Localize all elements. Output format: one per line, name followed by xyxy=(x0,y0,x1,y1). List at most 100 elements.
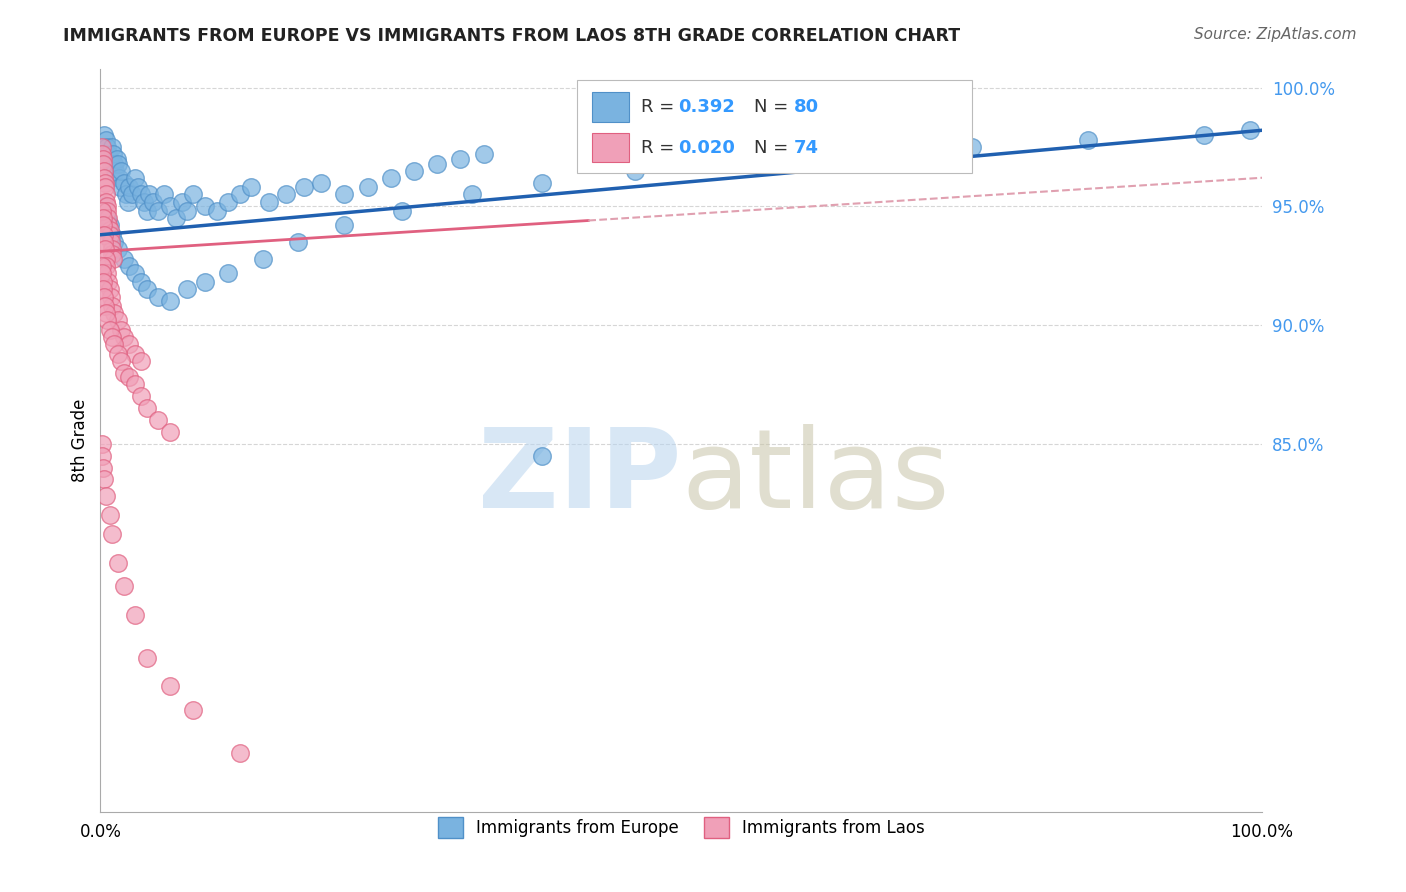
Point xyxy=(623,163,645,178)
Point xyxy=(100,156,122,170)
Point xyxy=(103,235,125,249)
Point xyxy=(159,679,181,693)
Point xyxy=(472,147,495,161)
Point xyxy=(96,266,118,280)
Point xyxy=(101,147,124,161)
Point xyxy=(101,242,124,256)
Point xyxy=(91,282,114,296)
Point xyxy=(100,235,122,249)
Point xyxy=(292,180,315,194)
Point xyxy=(90,204,112,219)
Point xyxy=(118,337,141,351)
Point xyxy=(97,275,120,289)
Legend: Immigrants from Europe, Immigrants from Laos: Immigrants from Europe, Immigrants from … xyxy=(432,811,931,845)
Point xyxy=(176,204,198,219)
Point xyxy=(98,219,121,233)
Point xyxy=(112,579,135,593)
Point xyxy=(91,460,114,475)
Point xyxy=(105,152,128,166)
Point xyxy=(112,330,135,344)
Point xyxy=(98,152,121,166)
Point xyxy=(118,370,141,384)
Text: 74: 74 xyxy=(794,138,818,156)
Point xyxy=(94,242,117,256)
FancyBboxPatch shape xyxy=(592,133,628,162)
Point xyxy=(98,282,121,296)
Point xyxy=(100,289,122,303)
Point xyxy=(138,187,160,202)
Point xyxy=(391,204,413,219)
Point xyxy=(118,180,141,194)
Point xyxy=(142,194,165,209)
Point xyxy=(159,199,181,213)
Point xyxy=(98,323,121,337)
Point xyxy=(90,436,112,450)
Point xyxy=(101,252,124,266)
Point xyxy=(121,187,143,202)
Point xyxy=(108,180,131,194)
Point xyxy=(159,294,181,309)
Point xyxy=(129,389,152,403)
Point xyxy=(94,180,117,194)
Point xyxy=(124,607,146,622)
Point xyxy=(176,282,198,296)
Point xyxy=(129,275,152,289)
Point xyxy=(101,246,124,260)
Point xyxy=(205,204,228,219)
Point xyxy=(93,199,115,213)
Point xyxy=(90,259,112,273)
Point xyxy=(90,147,112,161)
Point xyxy=(240,180,263,194)
Point xyxy=(96,306,118,320)
Point xyxy=(181,187,204,202)
Text: Source: ZipAtlas.com: Source: ZipAtlas.com xyxy=(1194,27,1357,42)
Point xyxy=(96,204,118,219)
Point xyxy=(1077,133,1099,147)
Point xyxy=(402,163,425,178)
Point xyxy=(135,204,157,219)
Point xyxy=(98,227,121,242)
Point xyxy=(129,187,152,202)
Point xyxy=(90,266,112,280)
Point xyxy=(276,187,298,202)
Point xyxy=(960,140,983,154)
Point xyxy=(94,176,117,190)
Point xyxy=(96,252,118,266)
Point xyxy=(127,180,149,194)
Point xyxy=(309,176,332,190)
Point xyxy=(217,194,239,209)
Point xyxy=(91,156,114,170)
Point xyxy=(124,346,146,360)
Point xyxy=(101,140,124,154)
Point xyxy=(107,313,129,327)
Point xyxy=(257,194,280,209)
Point xyxy=(135,650,157,665)
Point xyxy=(93,289,115,303)
Point xyxy=(110,323,132,337)
Point xyxy=(96,133,118,147)
Text: 0.020: 0.020 xyxy=(678,138,734,156)
Point xyxy=(101,330,124,344)
Point xyxy=(107,156,129,170)
Text: R =: R = xyxy=(641,98,679,116)
Point xyxy=(103,337,125,351)
Point xyxy=(1239,123,1261,137)
Point xyxy=(101,299,124,313)
Point xyxy=(124,377,146,392)
Point xyxy=(98,508,121,522)
Point xyxy=(426,156,449,170)
Point xyxy=(101,527,124,541)
Point xyxy=(229,187,252,202)
Point xyxy=(333,219,356,233)
Point xyxy=(135,401,157,416)
Point xyxy=(135,282,157,296)
Point xyxy=(90,140,112,154)
Y-axis label: 8th Grade: 8th Grade xyxy=(72,399,89,482)
Text: N =: N = xyxy=(755,138,794,156)
Point xyxy=(115,187,138,202)
Text: atlas: atlas xyxy=(681,424,949,531)
Point xyxy=(101,227,124,242)
Point xyxy=(148,204,170,219)
Point xyxy=(98,223,121,237)
Point xyxy=(461,187,484,202)
